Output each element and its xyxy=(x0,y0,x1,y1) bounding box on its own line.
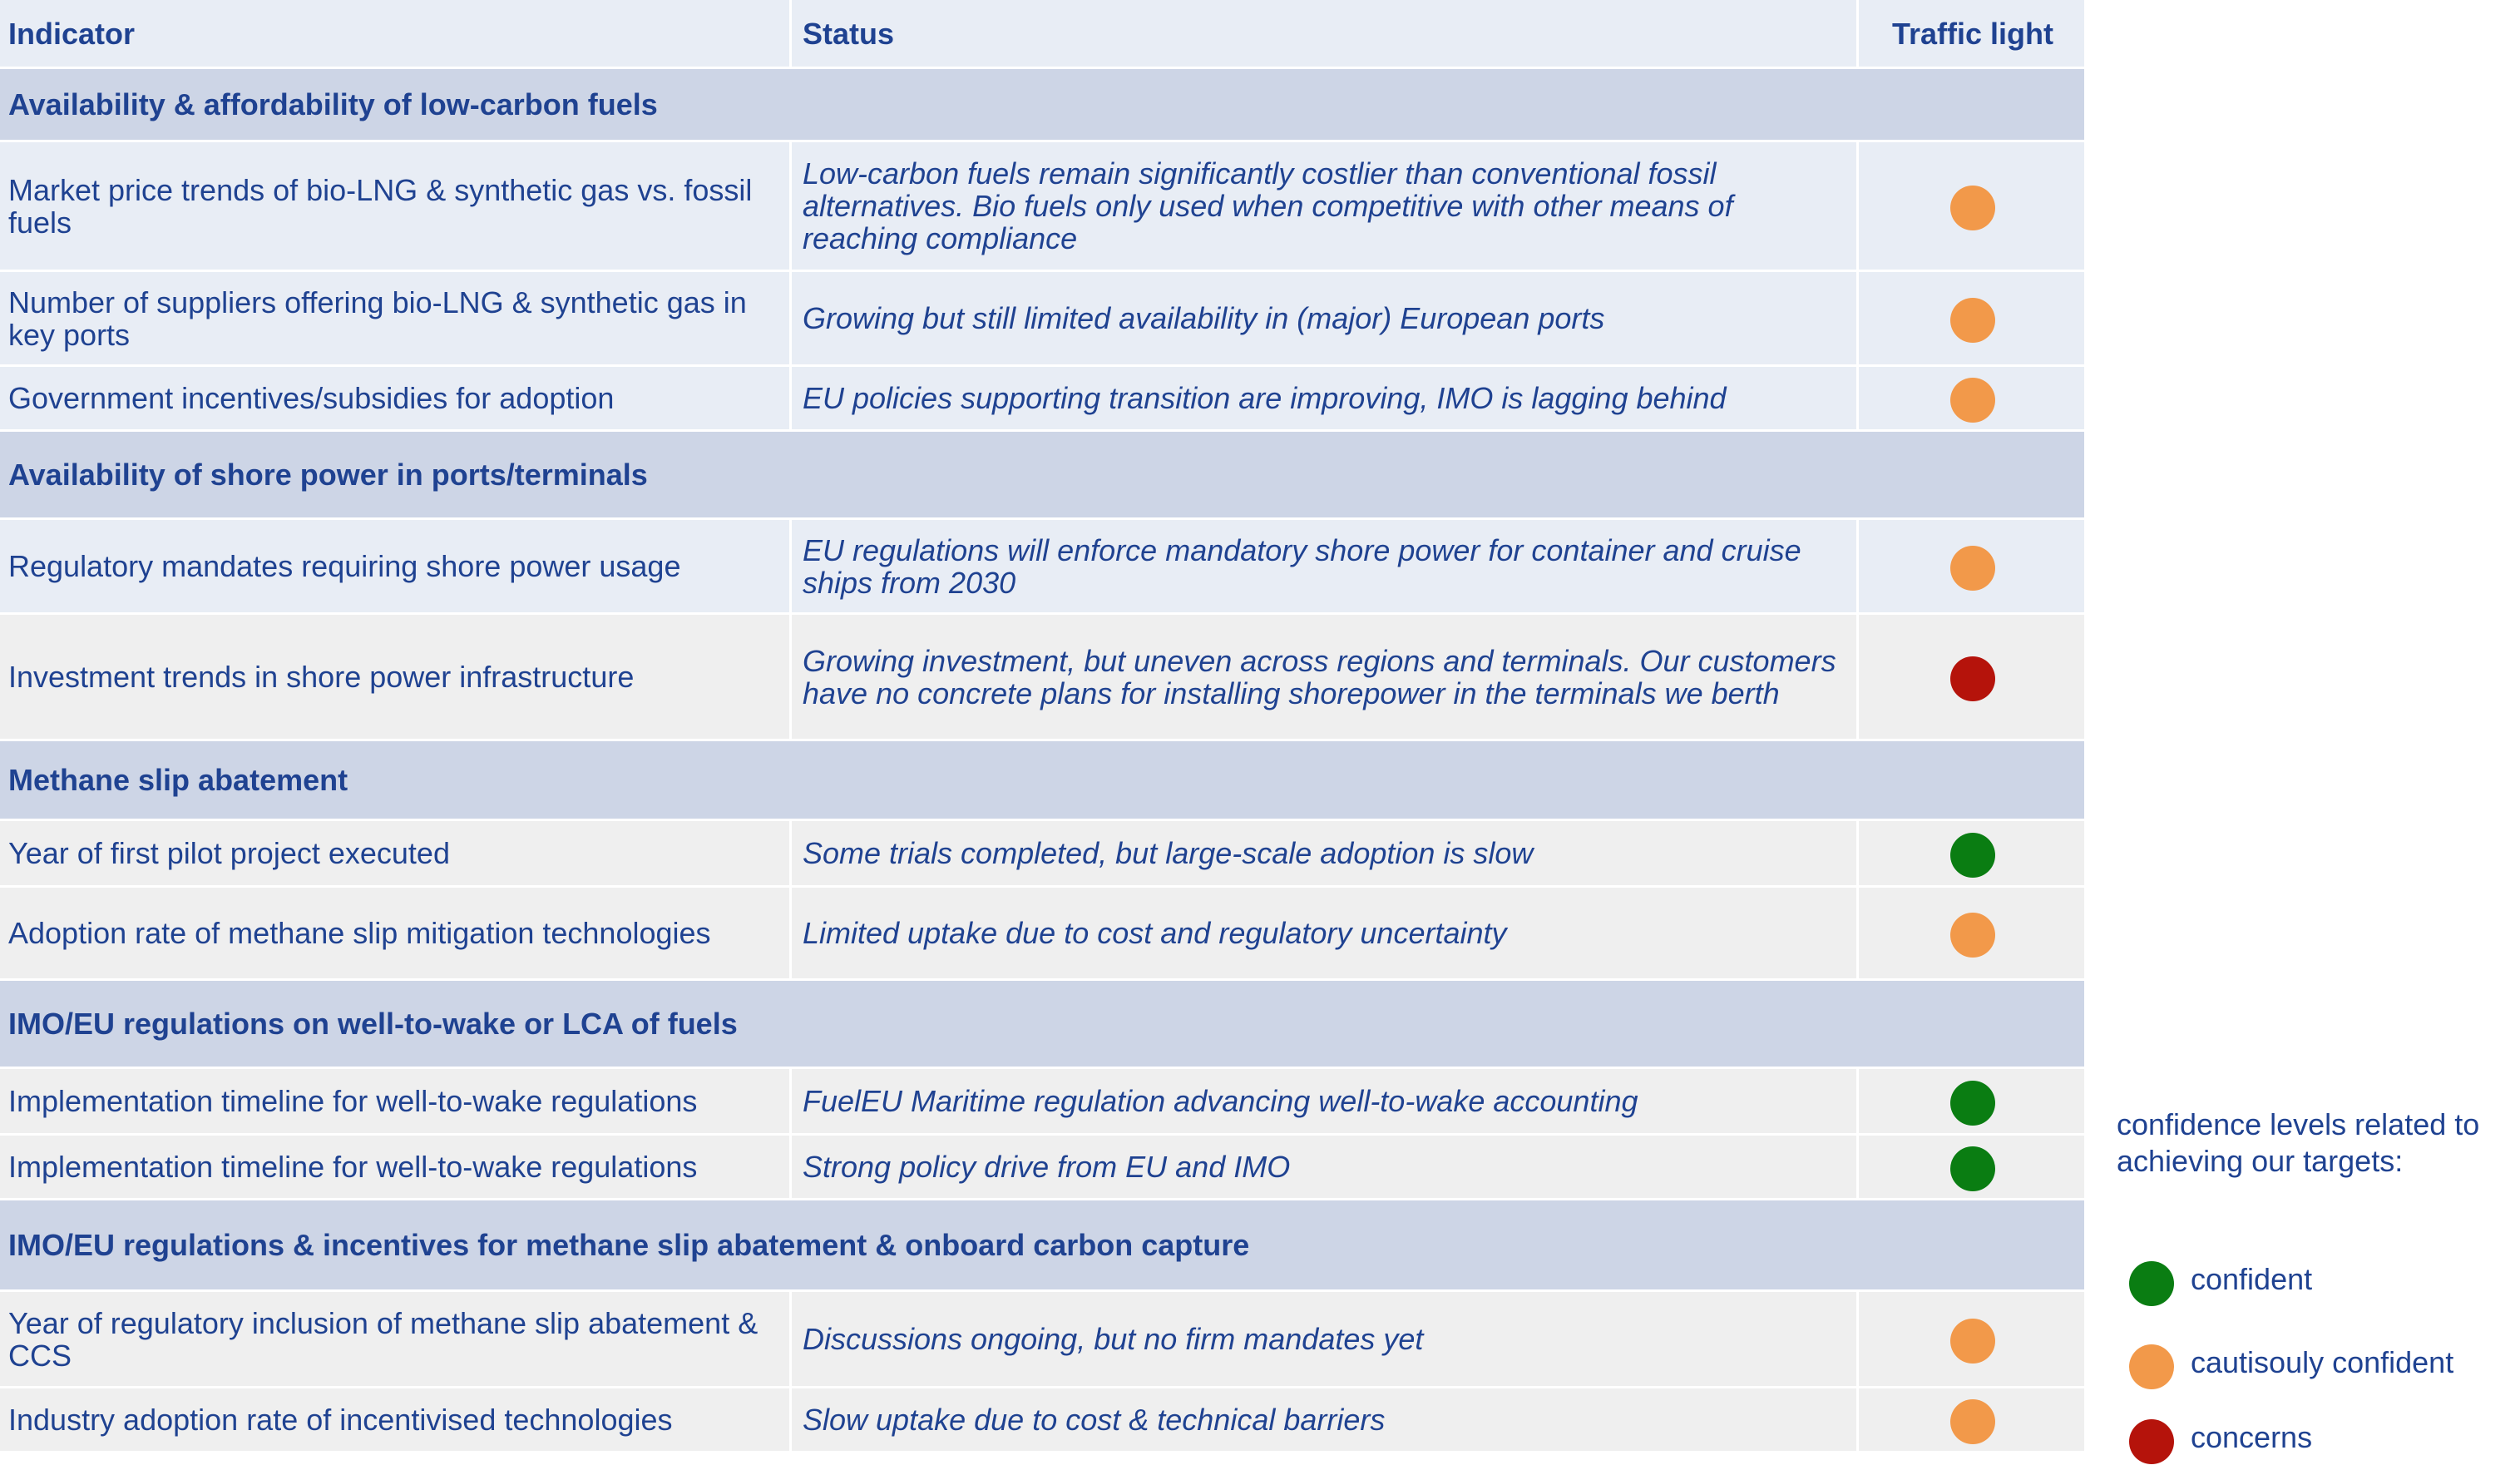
legend-green-icon xyxy=(2129,1261,2174,1306)
row-separator xyxy=(0,978,2084,981)
table-row: Number of suppliers offering bio-LNG & s… xyxy=(0,272,2084,364)
legend-title: confidence levels related to achieving o… xyxy=(2117,1107,2480,1178)
legend-item: confident xyxy=(2129,1261,2512,1311)
traffic-light-green-icon xyxy=(1950,1080,1995,1126)
indicator-cell: Regulatory mandates requiring shore powe… xyxy=(0,520,792,612)
status-cell: EU policies supporting transition are im… xyxy=(794,367,1859,429)
section-title: Availability & affordability of low-carb… xyxy=(8,87,658,121)
section-title: IMO/EU regulations on well-to-wake or LC… xyxy=(8,1007,738,1041)
indicator-cell: Number of suppliers offering bio-LNG & s… xyxy=(0,272,792,364)
status-cell: Growing investment, but uneven across re… xyxy=(794,615,1859,739)
status-cell: Discussions ongoing, but no firm mandate… xyxy=(794,1292,1859,1386)
status-cell: EU regulations will enforce mandatory sh… xyxy=(794,520,1859,612)
traffic-light-orange-icon xyxy=(1950,377,1995,423)
legend-label: confident xyxy=(2191,1262,2313,1296)
indicator-cell: Industry adoption rate of incentivised t… xyxy=(0,1388,792,1451)
traffic-light-cell xyxy=(1861,615,2084,739)
legend-label: concerns xyxy=(2191,1420,2313,1454)
table-row: Adoption rate of methane slip mitigation… xyxy=(0,888,2084,978)
legend-label: cautisouly confident xyxy=(2191,1345,2454,1379)
legend: confidence levels related to achieving o… xyxy=(2117,1106,2516,1464)
traffic-light-cell xyxy=(1861,1136,2084,1198)
legend-orange-icon xyxy=(2129,1344,2174,1389)
traffic-light-orange-icon xyxy=(1950,185,1995,230)
section-header: IMO/EU regulations & incentives for meth… xyxy=(0,1200,2084,1289)
table-row: Government incentives/subsidies for adop… xyxy=(0,367,2084,429)
status-cell: FuelEU Maritime regulation advancing wel… xyxy=(794,1069,1859,1133)
section-title: Methane slip abatement xyxy=(8,763,348,797)
row-separator xyxy=(0,1198,2084,1200)
status-cell: Some trials completed, but large-scale a… xyxy=(794,821,1859,885)
status-cell: Strong policy drive from EU and IMO xyxy=(794,1136,1859,1198)
indicator-cell: Investment trends in shore power infrast… xyxy=(0,615,792,739)
indicator-cell: Market price trends of bio-LNG & synthet… xyxy=(0,142,792,270)
traffic-light-red-icon xyxy=(1950,656,1995,701)
header-traffic-light: Traffic light xyxy=(1891,16,2053,51)
table-row: Industry adoption rate of incentivised t… xyxy=(0,1388,2084,1451)
indicator-cell: Year of first pilot project executed xyxy=(0,821,792,885)
traffic-light-orange-icon xyxy=(1950,1398,1995,1444)
section-header: IMO/EU regulations on well-to-wake or LC… xyxy=(0,981,2084,1067)
traffic-light-green-icon xyxy=(1950,832,1995,878)
legend-red-icon xyxy=(2129,1419,2174,1464)
row-separator xyxy=(0,739,2084,741)
row-separator xyxy=(0,67,2084,69)
traffic-light-orange-icon xyxy=(1950,545,1995,591)
section-header: Methane slip abatement xyxy=(0,741,2084,819)
indicator-cell: Year of regulatory inclusion of methane … xyxy=(0,1292,792,1386)
table-row: Year of regulatory inclusion of methane … xyxy=(0,1292,2084,1386)
status-cell: Growing but still limited availability i… xyxy=(794,272,1859,364)
indicator-cell: Government incentives/subsidies for adop… xyxy=(0,367,792,429)
status-cell: Low-carbon fuels remain significantly co… xyxy=(794,142,1859,270)
section-header: Availability & affordability of low-carb… xyxy=(0,69,2084,140)
table-row: Investment trends in shore power infrast… xyxy=(0,615,2084,739)
indicator-cell: Adoption rate of methane slip mitigation… xyxy=(0,888,792,978)
traffic-light-cell xyxy=(1861,1069,2084,1133)
table-row: Implementation timeline for well-to-wake… xyxy=(0,1136,2084,1198)
traffic-light-orange-icon xyxy=(1950,1318,1995,1364)
table-header: Indicator Status Traffic light xyxy=(0,0,2084,67)
table-row: Implementation timeline for well-to-wake… xyxy=(0,1069,2084,1133)
header-status: Status xyxy=(794,0,1859,67)
status-cell: Slow uptake due to cost & technical barr… xyxy=(794,1388,1859,1451)
legend-item: concerns xyxy=(2129,1419,2512,1469)
status-cell: Limited uptake due to cost and regulator… xyxy=(794,888,1859,978)
traffic-light-cell xyxy=(1861,142,2084,270)
indicator-cell: Implementation timeline for well-to-wake… xyxy=(0,1069,792,1133)
traffic-light-green-icon xyxy=(1950,1146,1995,1191)
traffic-light-cell xyxy=(1861,821,2084,885)
traffic-light-orange-icon xyxy=(1950,297,1995,343)
traffic-light-orange-icon xyxy=(1950,912,1995,958)
table-row: Market price trends of bio-LNG & synthet… xyxy=(0,142,2084,270)
traffic-light-cell xyxy=(1861,1292,2084,1386)
traffic-light-cell xyxy=(1861,1388,2084,1451)
indicator-cell: Implementation timeline for well-to-wake… xyxy=(0,1136,792,1198)
table-row: Year of first pilot project executed Some… xyxy=(0,821,2084,885)
row-separator xyxy=(0,429,2084,432)
traffic-light-cell xyxy=(1861,888,2084,978)
section-header: Availability of shore power in ports/ter… xyxy=(0,432,2084,517)
traffic-light-cell xyxy=(1861,272,2084,364)
section-title: Availability of shore power in ports/ter… xyxy=(8,458,648,492)
legend-item: cautisouly confident xyxy=(2129,1344,2512,1394)
table-row: Regulatory mandates requiring shore powe… xyxy=(0,520,2084,612)
section-title: IMO/EU regulations & incentives for meth… xyxy=(8,1228,1250,1262)
traffic-light-cell xyxy=(1861,367,2084,429)
header-indicator: Indicator xyxy=(0,0,792,67)
traffic-light-cell xyxy=(1861,520,2084,612)
